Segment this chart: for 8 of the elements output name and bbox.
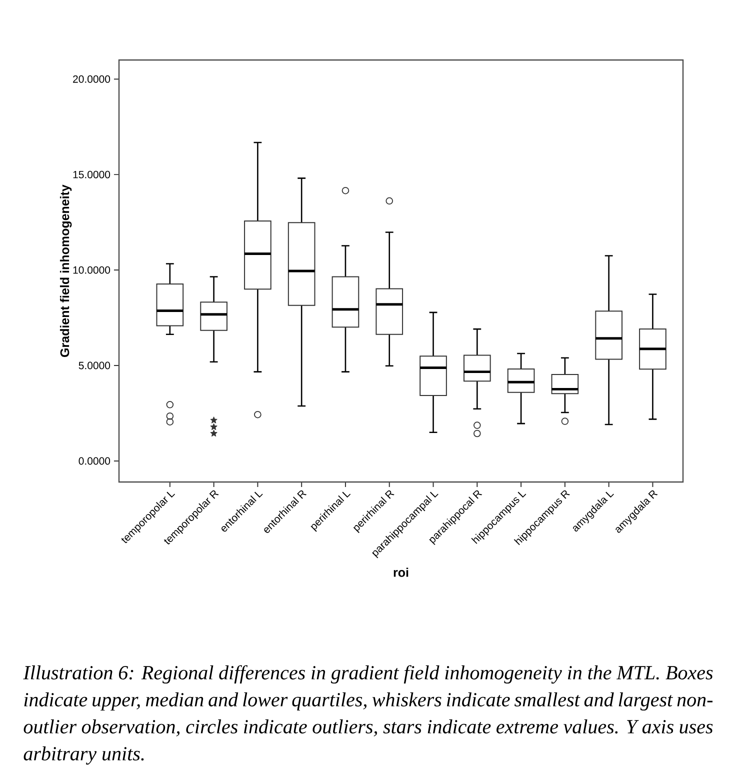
y-tick-label: 15.0000 [73, 170, 110, 178]
y-tick-label: 20.0000 [73, 75, 110, 83]
y-axis-title: Gradient field inhomogeneity [60, 184, 72, 357]
y-tick-label: 5.0000 [78, 362, 110, 370]
text: Illustration 6: Regional differences in gradient field inhomogeneity in the MTL. Boxes indicate upper, median and lower quartiles, whiskers indicate smallest and largest non-outlier observation, circles indicate outliers, stars indicate extreme values. Y axis uses arbitrary units. [23, 665, 713, 765]
y-tick-label: 10.0000 [73, 266, 110, 274]
x-axis-title: roi [394, 568, 408, 577]
y-tick-label: 0.0000 [78, 457, 110, 465]
